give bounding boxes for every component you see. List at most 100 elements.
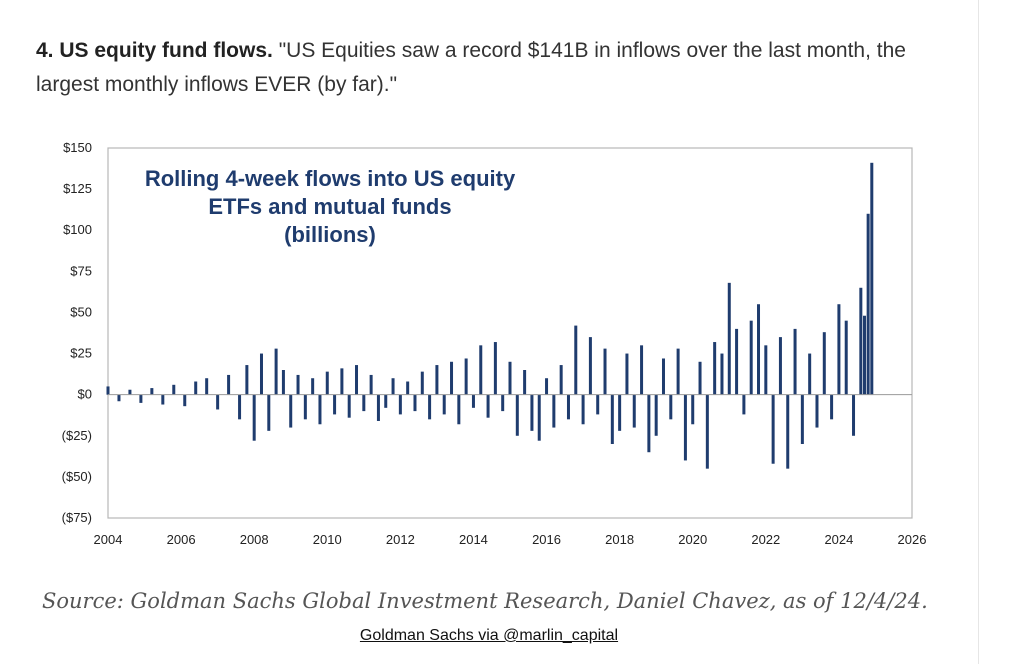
page-right-divider: [978, 0, 979, 664]
flow-bar: [515, 394, 519, 436]
x-tick-label: 2020: [678, 532, 707, 547]
y-tick-label: $0: [78, 387, 92, 402]
chart-title-line-3: (billions): [284, 222, 376, 247]
heading-lead: 4. US equity fund flows.: [36, 39, 273, 62]
flow-bar: [661, 358, 665, 395]
flow-bar: [852, 394, 856, 436]
y-tick-label: $150: [63, 140, 92, 155]
x-tick-label: 2018: [605, 532, 634, 547]
flow-bar: [252, 394, 256, 441]
source-note: Source: Goldman Sachs Global Investment …: [42, 589, 928, 613]
flow-bar: [205, 378, 209, 395]
flow-bar: [281, 370, 285, 395]
flow-bar: [259, 353, 263, 395]
chart-title-line-1: Rolling 4-week flows into US equity: [145, 166, 516, 191]
flow-bar: [435, 365, 439, 395]
flow-bar: [183, 394, 187, 407]
flow-bar: [106, 386, 110, 395]
flow-bar: [194, 381, 198, 395]
flow-bar: [742, 394, 746, 415]
flow-bar: [625, 353, 629, 395]
y-tick-label: ($75): [62, 510, 92, 525]
flow-bar: [691, 394, 695, 425]
flow-bar: [479, 345, 483, 395]
y-tick-label: $50: [70, 304, 92, 319]
x-tick-label: 2008: [240, 532, 269, 547]
flow-bar: [647, 394, 651, 453]
flow-bar: [355, 365, 359, 395]
flow-bar: [800, 394, 804, 444]
x-tick-label: 2006: [167, 532, 196, 547]
flow-bar: [296, 374, 300, 395]
y-tick-label: $75: [70, 263, 92, 278]
chart-container: $150 $125 $100 $75 $50 $25 $0 ($25) ($50) ($75) 2…: [30, 130, 950, 560]
flow-bar: [778, 337, 782, 395]
flow-bar: [771, 394, 775, 464]
flow-bar: [471, 394, 475, 408]
flow-bar: [837, 304, 841, 395]
flow-bar: [428, 394, 432, 420]
flow-bar: [618, 394, 622, 431]
flow-bar: [537, 394, 541, 441]
flow-bar: [530, 394, 534, 431]
flow-bar: [683, 394, 687, 461]
flow-bar: [786, 394, 790, 469]
bars-group: [106, 162, 874, 469]
flow-bar: [552, 394, 556, 428]
flow-bar: [735, 328, 739, 395]
flow-bar: [523, 370, 527, 395]
y-tick-label: $25: [70, 346, 92, 361]
flow-bar: [870, 162, 874, 395]
flow-bar: [117, 394, 121, 402]
flow-bar: [493, 342, 497, 395]
flow-bar: [862, 315, 866, 395]
flow-bar: [545, 378, 549, 395]
flow-bar: [749, 320, 753, 395]
flow-bar: [442, 394, 446, 415]
flow-bar: [603, 348, 607, 395]
flow-bar: [566, 394, 570, 420]
flow-bar: [216, 394, 220, 410]
y-tick-label: $100: [63, 222, 92, 237]
flow-bar: [610, 394, 614, 444]
flow-bar: [369, 374, 373, 395]
flow-bar: [376, 394, 380, 421]
flow-bar: [866, 213, 870, 395]
flow-bar: [830, 394, 834, 420]
flow-bar: [384, 394, 388, 408]
flow-bar: [303, 394, 307, 420]
post-heading: 4. US equity fund flows. "US Equities sa…: [36, 34, 966, 102]
flow-bar: [705, 394, 709, 469]
x-tick-label: 2012: [386, 532, 415, 547]
flow-bar: [588, 337, 592, 395]
flow-bar: [669, 394, 673, 420]
flow-bar: [318, 394, 322, 425]
flow-bar: [325, 371, 329, 395]
flow-bar: [574, 325, 578, 395]
x-tick-label: 2022: [751, 532, 780, 547]
flow-bar: [720, 353, 724, 395]
flow-bar: [822, 332, 826, 395]
flows-chart: $150 $125 $100 $75 $50 $25 $0 ($25) ($50) ($75) 2…: [62, 140, 927, 547]
y-tick-label: ($50): [62, 469, 92, 484]
flow-bar: [274, 348, 278, 395]
flow-bar: [508, 361, 512, 395]
flow-bar: [406, 381, 410, 395]
flow-bar: [698, 361, 702, 395]
flow-bar: [457, 394, 461, 425]
flow-bar: [347, 394, 351, 418]
flow-bar: [139, 394, 143, 403]
flow-bar: [267, 394, 271, 431]
flow-bar: [333, 394, 337, 415]
flow-bar: [391, 378, 395, 395]
flow-bar: [713, 342, 717, 395]
flow-bar: [311, 378, 315, 395]
flow-bar: [227, 374, 231, 395]
credit-link[interactable]: Goldman Sachs via @marlin_capital: [359, 627, 619, 644]
flow-bar: [844, 320, 848, 395]
flow-bar: [362, 394, 366, 412]
heading-quote: "US Equities saw a record $141B in inflo…: [36, 39, 906, 96]
flow-bar: [486, 394, 490, 418]
flow-bar: [632, 394, 636, 428]
flow-bar: [172, 384, 176, 395]
